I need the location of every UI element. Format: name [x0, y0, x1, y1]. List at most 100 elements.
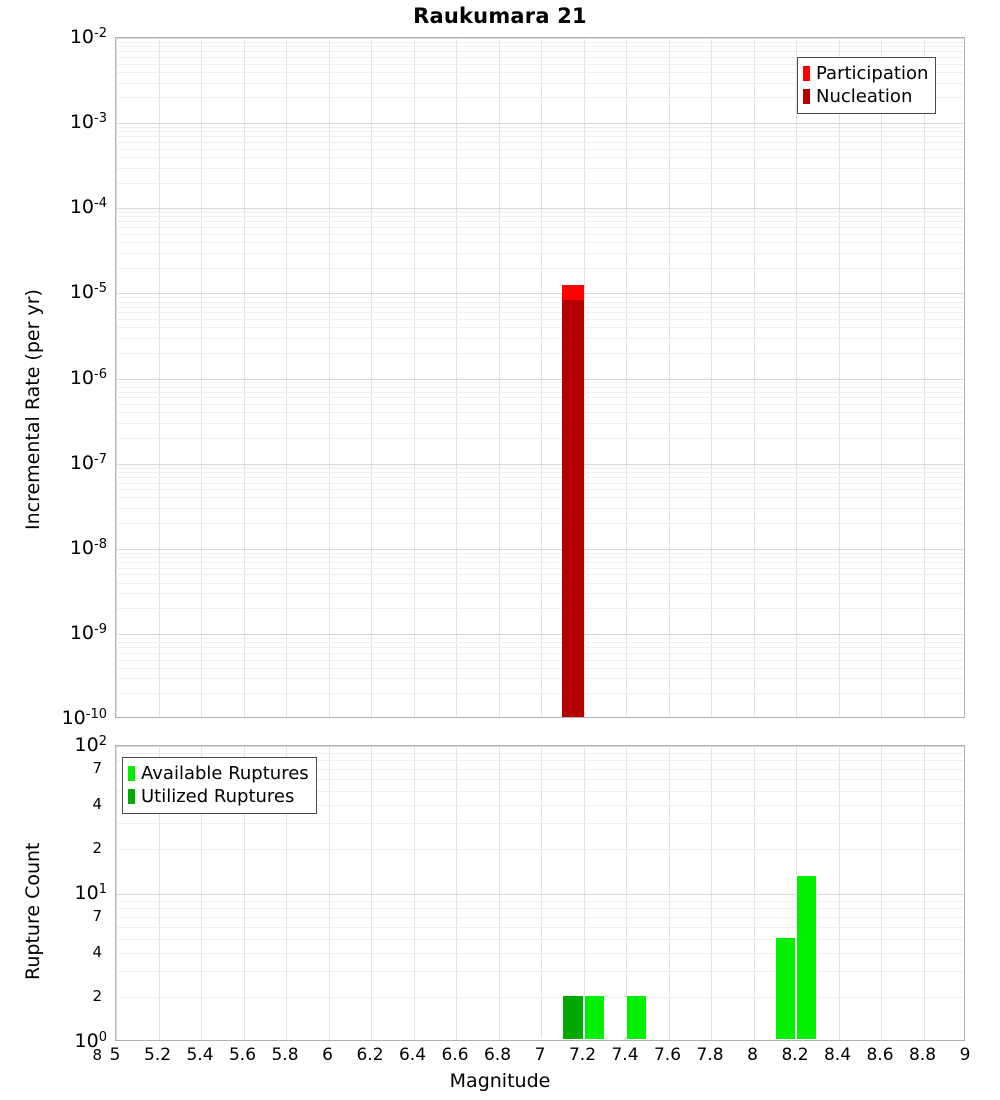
tick-exponent: -4: [94, 196, 107, 212]
gridline-vertical: [753, 746, 755, 1040]
x-tick-label: 8.6: [866, 1045, 894, 1065]
gridline-vertical: [796, 38, 797, 717]
x-tick-label: 5.6: [228, 1045, 257, 1065]
x-axis-label: Magnitude: [449, 1070, 551, 1092]
gridline-horizontal: [116, 319, 964, 320]
gridline-horizontal: [116, 637, 964, 639]
gridline-horizontal: [116, 900, 964, 902]
gridline-horizontal: [116, 71, 964, 73]
gridline-horizontal: [116, 523, 964, 525]
bar-available-ruptures: [604, 1038, 626, 1040]
y-axis-ticks-bottom: 102 101 100 7 4 2 7 4 2 8: [0, 734, 112, 1064]
gridline-horizontal: [116, 252, 964, 254]
gridline-horizontal: [116, 437, 964, 439]
x-tick-label: 6.4: [398, 1045, 427, 1065]
page-title: Raukumara 21: [413, 4, 587, 28]
tick-mantissa: 10: [74, 734, 99, 757]
gridline-horizontal: [116, 51, 964, 53]
x-tick-label: 7.4: [611, 1045, 639, 1065]
y-tick-label: 10-3: [70, 111, 107, 133]
y-axis-ticks-top: 10-2 10-3 10-4 10-5 10-6 10-7 10-8 10-9 10-10: [0, 26, 112, 729]
gridline-vertical: [371, 746, 372, 1040]
gridline-horizontal: [116, 508, 964, 510]
gridline-horizontal: [116, 667, 964, 669]
tick-exponent: -3: [94, 110, 107, 126]
gridline-horizontal: [116, 56, 964, 58]
gridline-horizontal: [116, 997, 964, 999]
bar-nucleation: [562, 299, 584, 717]
x-tick-label: 8: [747, 1045, 758, 1065]
legend-item-label: Nucleation: [816, 86, 913, 107]
y-tick-label-minor: 7: [92, 906, 102, 925]
legend-mfd[interactable]: Participation Nucleation: [797, 57, 937, 114]
gridline-horizontal: [116, 391, 964, 393]
gridline-vertical: [881, 746, 882, 1040]
gridline-horizontal: [116, 148, 964, 150]
legend-item[interactable]: Nucleation: [803, 85, 928, 108]
y-tick-label: 10-9: [70, 622, 107, 644]
gridline-horizontal: [116, 301, 964, 303]
gridline-vertical: [626, 746, 627, 1040]
gridline-vertical: [201, 38, 202, 717]
bar-available-ruptures: [774, 936, 796, 1040]
gridline-horizontal: [116, 63, 964, 65]
gridline-horizontal: [116, 423, 964, 424]
y-tick-label: 10-7: [70, 451, 107, 473]
tick-mantissa: 10: [61, 707, 86, 730]
x-tick-label: 6.2: [356, 1045, 384, 1065]
tick-exponent: 0: [98, 1029, 107, 1045]
x-tick-label: 6.6: [441, 1045, 469, 1065]
gridline-horizontal: [116, 467, 964, 469]
y-tick-label-minor: 8: [92, 1046, 102, 1065]
x-tick-label: 7.2: [568, 1045, 597, 1065]
gridline-horizontal: [116, 404, 964, 406]
legend-item[interactable]: Utilized Ruptures: [128, 785, 309, 808]
gridline-horizontal: [116, 952, 964, 954]
gridline-horizontal: [116, 352, 964, 354]
gridline-horizontal: [116, 938, 964, 940]
gridline-vertical: [711, 38, 712, 717]
gridline-horizontal: [116, 894, 964, 895]
gridline-horizontal: [116, 312, 964, 314]
gridline-horizontal: [116, 46, 964, 48]
legend-item-label: Participation: [816, 63, 929, 84]
bar-available-ruptures: [583, 995, 605, 1040]
gridline-vertical: [626, 38, 627, 717]
tick-mantissa: 10: [74, 882, 99, 905]
y-tick-label: 10-8: [70, 537, 107, 559]
bar-utilized-ruptures: [562, 995, 584, 1040]
gridline-horizontal: [116, 582, 964, 584]
x-tick-label: 8.4: [823, 1045, 852, 1065]
x-tick-label: 8.2: [781, 1045, 809, 1065]
y-tick-label: 101: [75, 882, 107, 904]
x-tick-label: 7: [534, 1045, 546, 1065]
gridline-horizontal: [116, 38, 964, 39]
legend-rupture-count[interactable]: Available Ruptures Utilized Ruptures: [122, 757, 317, 814]
legend-item[interactable]: Available Ruptures: [128, 762, 309, 785]
gridline-vertical: [498, 38, 500, 717]
gridline-horizontal: [116, 497, 964, 499]
gridline-horizontal: [116, 548, 964, 550]
gridline-horizontal: [116, 397, 964, 399]
gridline-horizontal: [116, 386, 964, 388]
tick-exponent: 1: [98, 881, 107, 897]
gridline-horizontal: [116, 306, 964, 308]
gridline-horizontal: [116, 633, 964, 635]
gridline-horizontal: [116, 823, 964, 825]
gridline-horizontal: [116, 142, 964, 143]
gridline-vertical: [498, 746, 500, 1040]
gridline-vertical: [881, 38, 882, 717]
x-tick-label: 9: [959, 1045, 971, 1065]
gridline-horizontal: [116, 678, 964, 680]
gridline-horizontal: [116, 97, 964, 99]
y-tick-label-minor: 2: [92, 987, 102, 1006]
gridline-horizontal: [116, 593, 964, 595]
bar-available-ruptures: [647, 1038, 669, 1040]
square-swatch-icon: [128, 789, 135, 804]
legend-item[interactable]: Participation: [803, 62, 928, 85]
gridline-horizontal: [116, 267, 964, 269]
y-axis-label-top: Incremental Rate (per yr): [22, 289, 44, 530]
gridline-vertical: [371, 38, 372, 717]
gridline-horizontal: [116, 221, 964, 223]
gridline-horizontal: [116, 746, 964, 747]
